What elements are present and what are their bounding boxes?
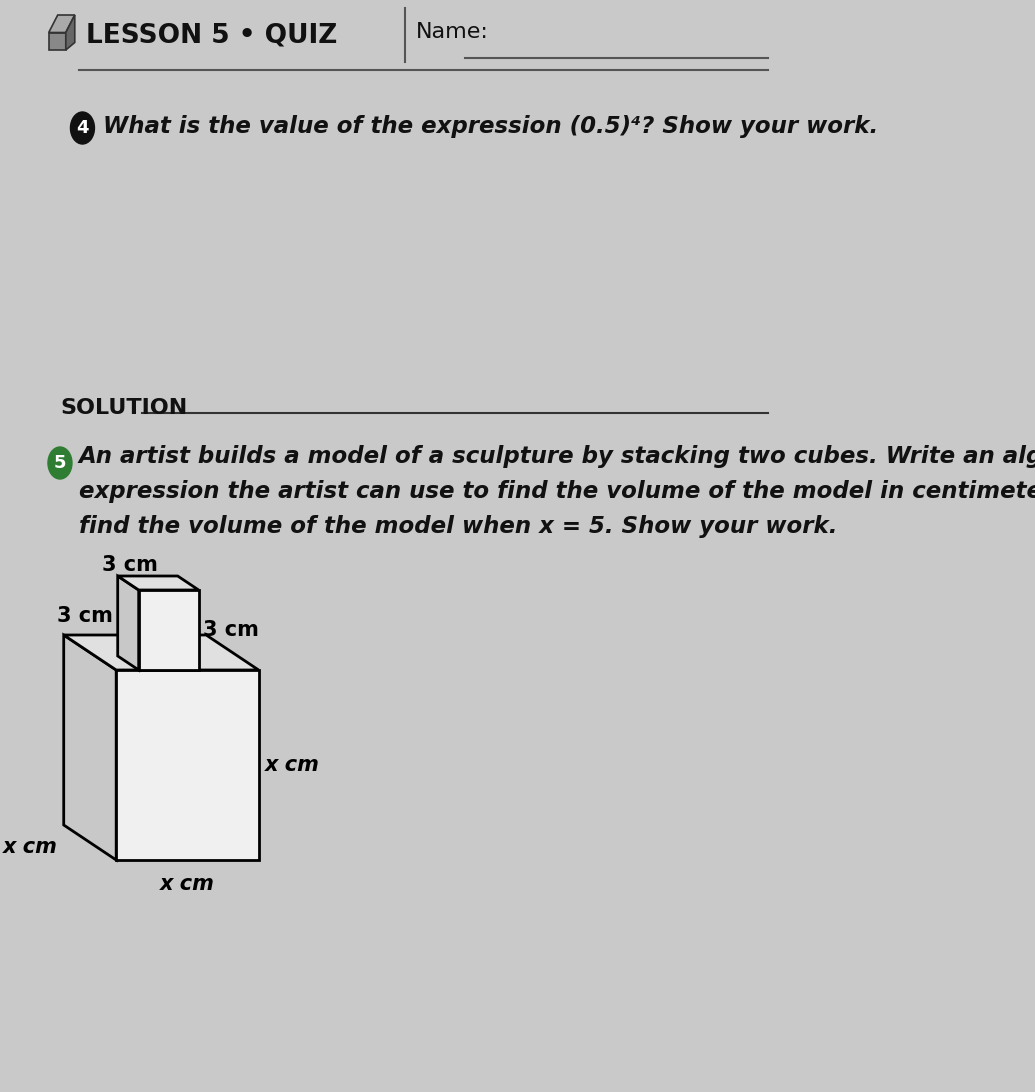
Circle shape: [70, 112, 94, 144]
Polygon shape: [49, 33, 66, 50]
Text: 5: 5: [54, 454, 66, 472]
Text: LESSON 5 • QUIZ: LESSON 5 • QUIZ: [86, 22, 337, 48]
Polygon shape: [118, 575, 139, 670]
Circle shape: [48, 447, 72, 479]
Polygon shape: [49, 15, 75, 33]
Text: SOLUTION: SOLUTION: [60, 397, 187, 418]
Text: 3 cm: 3 cm: [101, 555, 157, 575]
Text: x cm: x cm: [3, 836, 58, 857]
Text: 4: 4: [77, 119, 89, 136]
Text: 3 cm: 3 cm: [203, 620, 259, 640]
Polygon shape: [118, 575, 199, 590]
Text: What is the value of the expression (0.5)⁴? Show your work.: What is the value of the expression (0.5…: [104, 115, 879, 138]
Polygon shape: [139, 590, 199, 670]
Text: An artist builds a model of a sculpture by stacking two cubes. Write an alge: An artist builds a model of a sculpture …: [79, 446, 1035, 468]
Polygon shape: [116, 670, 259, 860]
Polygon shape: [66, 15, 75, 50]
Text: x cm: x cm: [160, 874, 215, 894]
Polygon shape: [64, 636, 259, 670]
Text: x cm: x cm: [265, 755, 320, 775]
Text: Name:: Name:: [416, 22, 489, 41]
Text: find the volume of the model when x = 5. Show your work.: find the volume of the model when x = 5.…: [79, 515, 837, 538]
Polygon shape: [64, 636, 116, 860]
Text: 3 cm: 3 cm: [57, 606, 113, 626]
Text: expression the artist can use to find the volume of the model in centimeter: expression the artist can use to find th…: [79, 480, 1035, 503]
